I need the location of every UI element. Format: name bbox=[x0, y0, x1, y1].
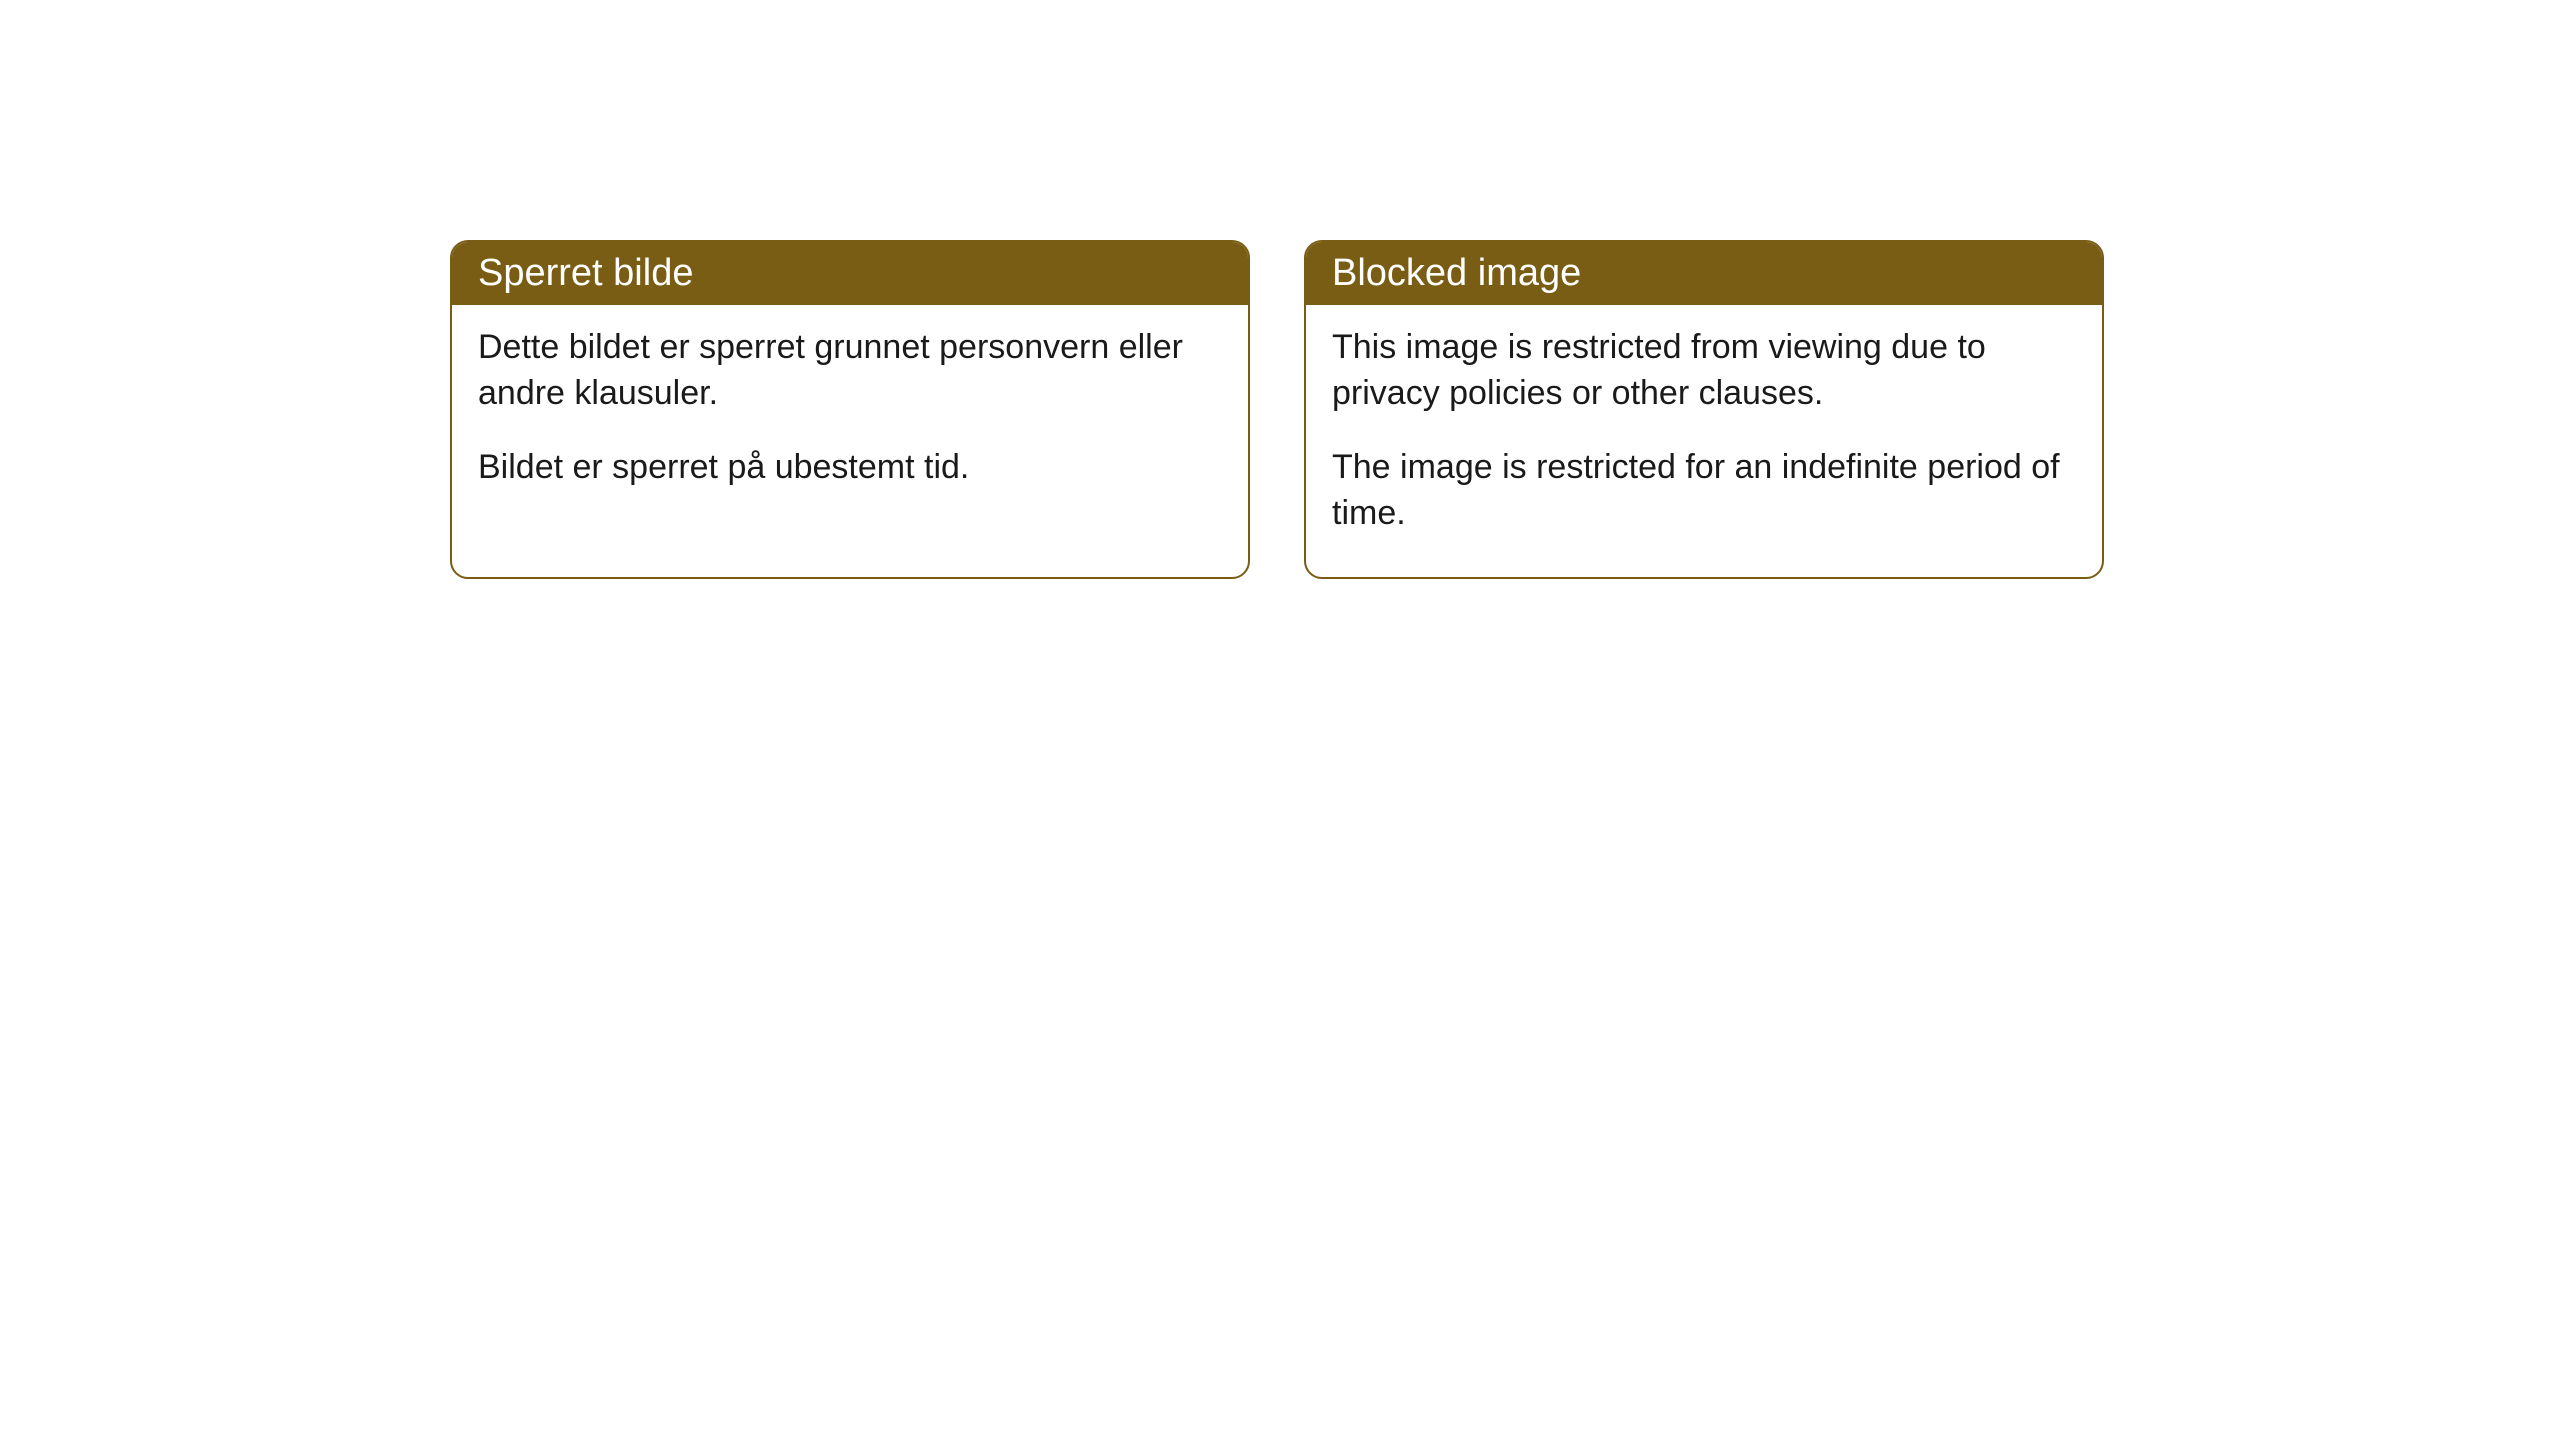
card-title-en: Blocked image bbox=[1332, 252, 1581, 294]
card-text-en-2: The image is restricted for an indefinit… bbox=[1332, 445, 2076, 537]
card-body-en: This image is restricted from viewing du… bbox=[1306, 305, 2102, 577]
card-header-en: Blocked image bbox=[1306, 242, 2102, 305]
card-text-no-2: Bildet er sperret på ubestemt tid. bbox=[478, 445, 1222, 491]
blocked-image-card-no: Sperret bilde Dette bildet er sperret gr… bbox=[450, 240, 1250, 579]
blocked-image-card-en: Blocked image This image is restricted f… bbox=[1304, 240, 2104, 579]
card-body-no: Dette bildet er sperret grunnet personve… bbox=[452, 305, 1248, 531]
card-header-no: Sperret bilde bbox=[452, 242, 1248, 305]
card-text-en-1: This image is restricted from viewing du… bbox=[1332, 325, 2076, 417]
notice-container: Sperret bilde Dette bildet er sperret gr… bbox=[450, 240, 2104, 579]
card-text-no-1: Dette bildet er sperret grunnet personve… bbox=[478, 325, 1222, 417]
card-title-no: Sperret bilde bbox=[478, 252, 693, 294]
